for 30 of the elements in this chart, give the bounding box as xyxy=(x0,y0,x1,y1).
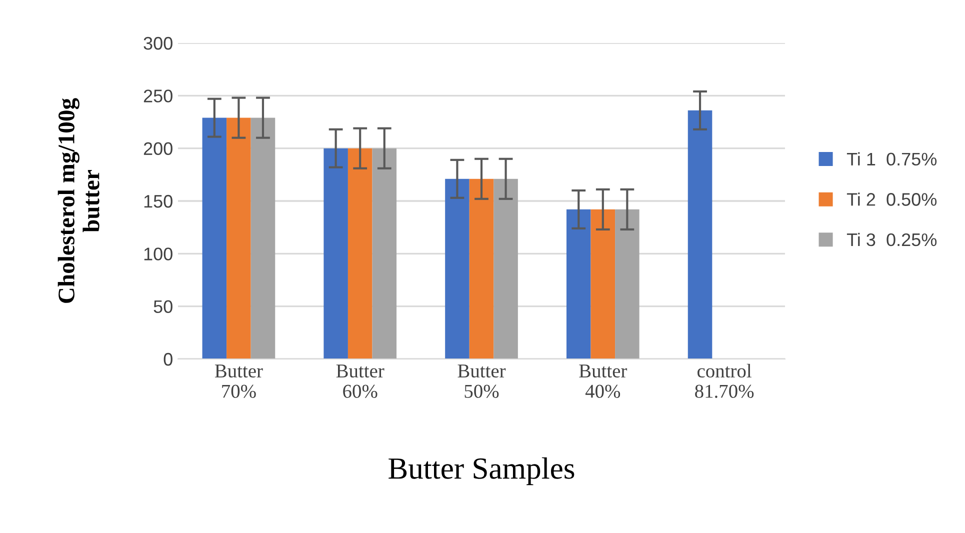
bar xyxy=(226,118,251,359)
bar xyxy=(372,148,397,359)
x-tick-label: Butter 60% xyxy=(336,364,384,398)
y-tick-label: 0 xyxy=(164,352,172,366)
bar xyxy=(445,178,470,359)
x-tick-label: Butter 50% xyxy=(458,364,506,398)
bar xyxy=(348,148,372,359)
bar xyxy=(469,178,494,359)
bar xyxy=(590,209,616,359)
y-axis-title: Cholesterol mg/100g butter xyxy=(58,98,100,303)
x-tick-label: Butter 70% xyxy=(214,364,263,398)
bar xyxy=(615,209,640,359)
y-tick-label: 150 xyxy=(144,194,172,208)
y-tick-label: 50 xyxy=(154,300,172,314)
bar xyxy=(202,118,227,359)
y-tick-label: 200 xyxy=(144,142,172,156)
bar xyxy=(324,148,348,359)
bar xyxy=(494,178,518,359)
x-tick-label: Butter 40% xyxy=(579,364,628,398)
x-axis-title: Butter Samples xyxy=(388,457,574,486)
bar xyxy=(688,110,712,359)
y-tick-label: 100 xyxy=(144,248,172,260)
y-tick-label: 300 xyxy=(144,36,172,50)
legend-label: Ti 2 0.50% xyxy=(846,192,937,206)
bar xyxy=(566,209,591,359)
y-tick-label: 250 xyxy=(144,90,172,102)
bar xyxy=(250,118,276,359)
x-tick-label: control 81.70% xyxy=(695,364,754,398)
legend-label: Ti 1 0.75% xyxy=(846,152,937,166)
legend-label: Ti 3 0.25% xyxy=(846,232,937,246)
